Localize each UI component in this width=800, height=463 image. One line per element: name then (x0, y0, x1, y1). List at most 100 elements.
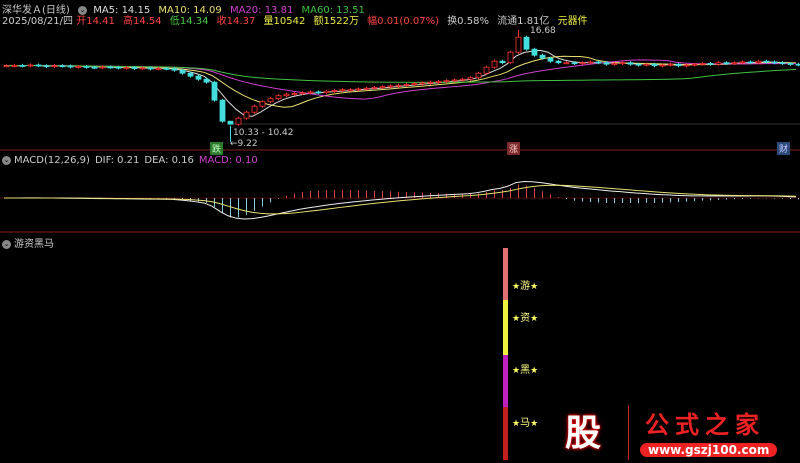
candle (51, 65, 58, 68)
range-annotation: 10.33 - 10.42 (233, 128, 294, 138)
candle (251, 105, 258, 113)
indicator-header: ⌄ 游资黑马 (2, 235, 59, 250)
watermark-divider (628, 405, 629, 460)
candle (411, 83, 418, 86)
high: 高14.54 (123, 16, 162, 27)
candle (491, 60, 498, 68)
candle (107, 66, 114, 69)
candle (219, 99, 226, 122)
watermark-logo: 股 (565, 413, 602, 454)
ma60-line (3, 65, 797, 83)
low-annotation: ←9.22 (230, 139, 258, 149)
candle (635, 63, 642, 66)
indicator-bar-segment (503, 355, 508, 407)
label-hei: ★黑★ (512, 365, 539, 376)
dea-line (3, 184, 797, 215)
indicator-title: 游资黑马 (14, 239, 54, 250)
candle (139, 67, 146, 70)
candle (723, 62, 730, 65)
candle (259, 101, 266, 107)
candle (387, 85, 394, 88)
candle (611, 63, 618, 65)
candle (59, 65, 66, 68)
candle (315, 91, 322, 94)
ma5-line (3, 49, 797, 117)
open: 开14.41 (76, 16, 115, 27)
candle (331, 90, 338, 92)
sector: 元器件 (557, 16, 588, 27)
candle (571, 62, 578, 65)
header-ma-row: 深华发Ａ(日线) ⌄ MA5: 14.15 MA10: 14.09 MA20: … (2, 1, 370, 16)
candle (435, 81, 442, 83)
candle (707, 63, 714, 65)
watermark-url: www.gszj100.com (640, 443, 778, 457)
candle (771, 61, 778, 64)
candle (179, 69, 186, 74)
candle (595, 61, 602, 64)
candle (563, 62, 570, 65)
candle (275, 95, 282, 100)
candle (291, 93, 298, 95)
candle (171, 68, 178, 71)
candle (443, 80, 450, 83)
candle (451, 79, 458, 82)
candle (299, 92, 306, 95)
candle (475, 72, 482, 79)
candle (523, 36, 530, 50)
candle (699, 63, 706, 65)
indicator-bar-segment (503, 407, 508, 460)
ma10: MA10: 14.09 (158, 5, 222, 16)
candle (675, 63, 682, 67)
label-zi: ★资★ (512, 313, 539, 324)
candle (203, 78, 210, 83)
tag-finance[interactable]: 财 (777, 142, 791, 155)
macd-header: ⌄ MACD(12,26,9) DIF: 0.21 DEA: 0.16 MACD: 0.… (2, 155, 263, 166)
candle (371, 87, 378, 89)
candle (67, 65, 74, 68)
candle (483, 66, 490, 74)
amount: 额1522万 (313, 16, 359, 27)
candle (187, 72, 194, 77)
macd-title: MACD(12,26,9) (14, 155, 90, 166)
candle (339, 89, 346, 92)
change: 幅0.01(0.07%) (367, 16, 439, 27)
indicator-bar-segment (503, 248, 508, 300)
dropdown-icon[interactable]: ⌄ (78, 5, 87, 15)
candle (459, 78, 466, 81)
candle (691, 63, 698, 66)
float-shares: 流通1.81亿 (497, 16, 550, 27)
candle (627, 62, 634, 65)
low: 低14.34 (169, 16, 209, 27)
candle (163, 68, 170, 70)
candle (403, 84, 410, 86)
candle (11, 65, 18, 67)
candle (355, 88, 362, 91)
candle (507, 51, 514, 64)
candle (131, 67, 138, 69)
candle (643, 63, 650, 66)
candle (651, 63, 658, 67)
candle (547, 57, 554, 62)
tag-up[interactable]: 涨 (507, 142, 521, 155)
candle (195, 75, 202, 80)
dropdown-icon[interactable]: ⌄ (2, 155, 11, 165)
candle (227, 120, 234, 125)
candle (91, 66, 98, 69)
candle (531, 48, 538, 56)
turnover: 换0.58% (447, 16, 489, 27)
candle (683, 64, 690, 67)
candle (19, 65, 26, 67)
candle (539, 54, 546, 59)
candle (579, 62, 586, 65)
low-value: 9.22 (237, 139, 258, 149)
candle (619, 62, 626, 65)
dropdown-icon[interactable]: ⌄ (2, 239, 11, 249)
candle (747, 61, 754, 64)
candle (83, 66, 90, 68)
candle (739, 61, 746, 64)
candle (379, 86, 386, 89)
tag-down[interactable]: 跌 (210, 142, 224, 155)
stock-name: 深华发Ａ (2, 5, 42, 16)
candle (115, 66, 122, 69)
